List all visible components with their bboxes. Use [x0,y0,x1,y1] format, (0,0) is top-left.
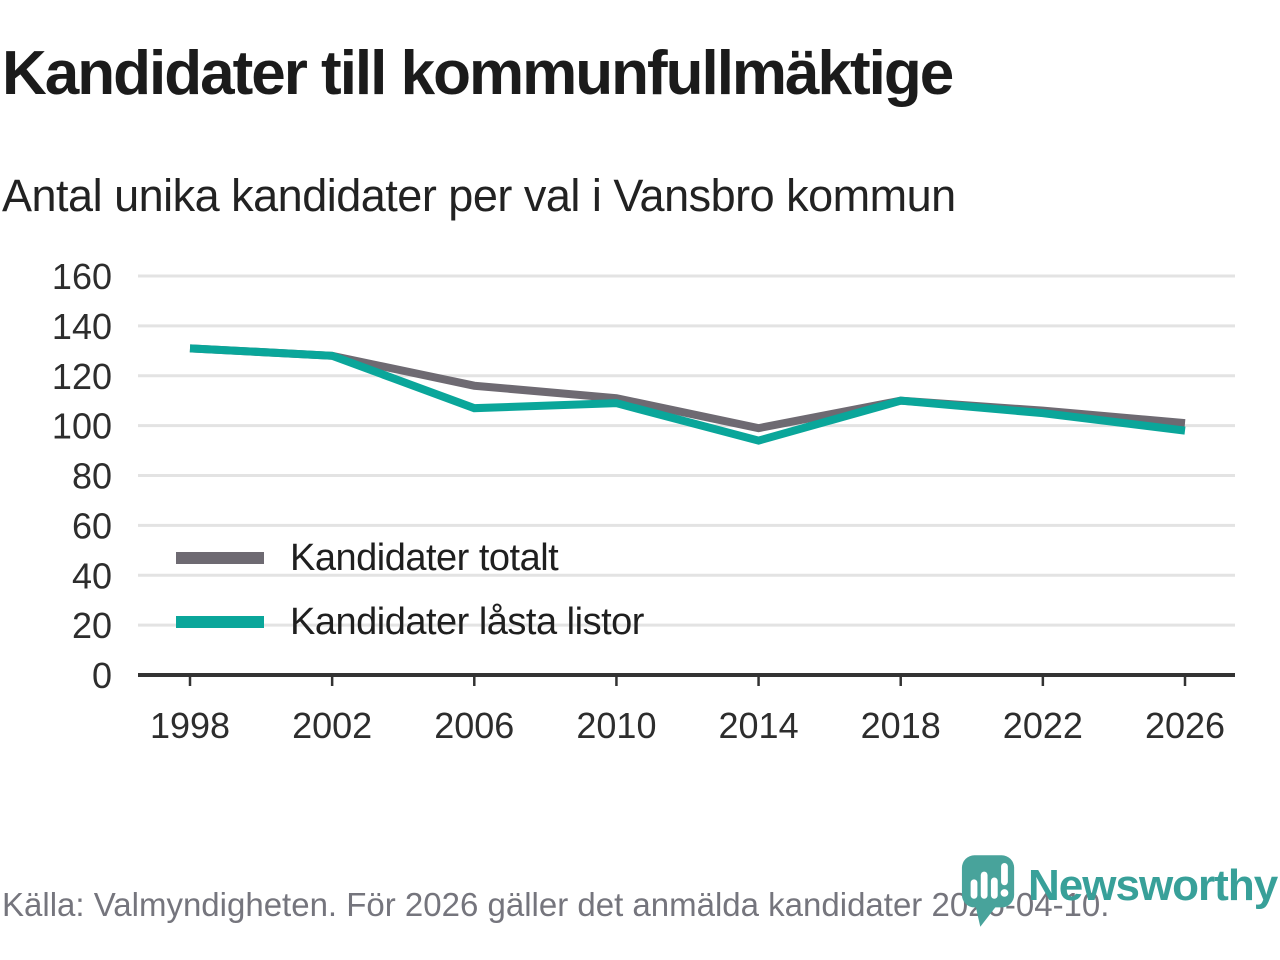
chart-subtitle: Antal unika kandidater per val i Vansbro… [2,170,956,221]
legend-item-lasta-listor: Kandidater låsta listor [176,596,644,648]
x-axis-tick-label: 2014 [719,705,799,746]
y-axis-tick-label: 160 [52,256,112,297]
x-axis-tick-label: 2006 [434,705,514,746]
newsworthy-logo-icon [961,855,1015,927]
legend-label-lasta-listor: Kandidater låsta listor [290,600,644,643]
legend: Kandidater totalt Kandidater låsta listo… [176,532,644,648]
legend-item-totalt: Kandidater totalt [176,532,644,584]
y-axis-tick-label: 80 [72,456,112,497]
x-axis-tick-label: 1998 [150,705,230,746]
page-title: Kandidater till kommunfullmäktige [2,39,954,108]
source-note: Källa: Valmyndigheten. För 2026 gäller d… [2,886,1110,923]
y-axis-tick-label: 140 [52,306,112,347]
legend-label-totalt: Kandidater totalt [290,536,559,579]
x-axis-tick-label: 2022 [1003,705,1083,746]
y-axis-tick-label: 100 [52,406,112,447]
legend-swatch-totalt [176,552,264,564]
y-axis-tick-label: 40 [72,555,112,596]
x-axis-tick-label: 2010 [576,705,656,746]
y-axis-tick-label: 0 [92,655,112,696]
y-axis-tick-label: 120 [52,356,112,397]
newsworthy-wordmark: Newsworthy [1028,861,1278,910]
x-axis-tick-label: 2002 [292,705,372,746]
newsworthy-logo: Newsworthy [960,853,1278,929]
x-axis-tick-label: 2018 [861,705,941,746]
y-axis-tick-label: 60 [72,505,112,546]
x-axis-tick-label: 2026 [1145,705,1225,746]
y-axis-tick-label: 20 [72,605,112,646]
legend-swatch-lasta-listor [176,616,264,628]
series-line-1 [189,344,1186,445]
